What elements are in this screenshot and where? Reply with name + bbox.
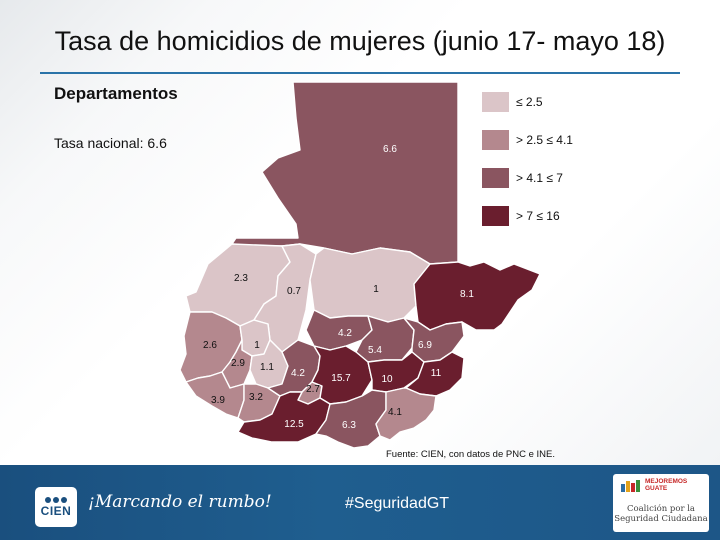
label-baja-verapaz: 4.2 — [338, 328, 352, 339]
footer-bar — [0, 465, 720, 540]
legend-swatch — [481, 167, 510, 189]
label-chiquimula: 11 — [431, 368, 442, 379]
legend-label: > 4.1 ≤ 7 — [516, 171, 563, 185]
footer-hashtag: #SeguridadGT — [345, 495, 450, 512]
label-zacapa: 6.9 — [418, 340, 432, 351]
legend-item: ≤ 2.5 — [481, 91, 543, 113]
department-chiquimula — [405, 351, 465, 397]
label-retalhuleu: 3.9 — [211, 395, 225, 406]
label-guatemala: 15.7 — [331, 373, 351, 384]
legend-item: > 2.5 ≤ 4.1 — [481, 129, 573, 151]
label-san-marcos: 2.6 — [203, 340, 217, 351]
map-subtitle: Departamentos — [54, 84, 178, 103]
department-peten — [231, 81, 459, 265]
cien-logo: CIEN — [35, 487, 77, 527]
legend-label: > 2.5 ≤ 4.1 — [516, 133, 573, 147]
label-quiche: 0.7 — [287, 286, 301, 297]
label-alta-verapaz: 1 — [373, 284, 379, 295]
label-peten: 6.6 — [383, 144, 397, 155]
guatemala-map: 6.6 2.3 0.7 1 8.1 2.6 1 2.9 1.1 3.9 3.2 … — [179, 81, 541, 449]
coalition-brand: MEJOREMOS GUATE — [645, 478, 687, 492]
legend-swatch — [481, 205, 510, 227]
label-jutiapa: 4.1 — [388, 407, 402, 418]
coalition-emblem-icon — [621, 480, 640, 492]
legend-label: ≤ 2.5 — [516, 95, 543, 109]
label-el-progreso: 5.4 — [368, 345, 382, 356]
source-note: Fuente: CIEN, con datos de PNC e INE. — [386, 449, 555, 460]
label-quetzaltenango: 2.9 — [231, 358, 245, 369]
label-chimaltenango: 4.2 — [291, 368, 305, 379]
coalition-brand-line-2: GUATE — [645, 485, 668, 492]
label-totonicapan: 1 — [254, 340, 260, 351]
coalition-name: Coalición por la Seguridad Ciudadana — [613, 504, 709, 524]
legend-item: > 4.1 ≤ 7 — [481, 167, 563, 189]
coalition-name-line-1: Coalición por la — [626, 504, 695, 514]
national-rate: Tasa nacional: 6.6 — [54, 135, 167, 151]
label-huehuetenango: 2.3 — [234, 273, 248, 284]
label-solola: 1.1 — [260, 362, 274, 373]
label-suchitepequez: 3.2 — [249, 392, 263, 403]
label-sacatepequez: 2.7 — [306, 384, 320, 395]
title-underline — [40, 72, 680, 74]
footer-slogan: ¡Marcando el rumbo! — [88, 492, 272, 512]
label-escuintla: 12.5 — [284, 419, 304, 430]
legend-item: > 7 ≤ 16 — [481, 205, 560, 227]
logo-text: CIEN — [40, 504, 72, 518]
department-jutiapa — [375, 387, 437, 441]
label-izabal: 8.1 — [460, 289, 474, 300]
department-izabal — [413, 261, 541, 331]
department-alta-verapaz — [309, 247, 431, 323]
label-jalapa: 10 — [381, 374, 393, 385]
legend-swatch — [481, 129, 510, 151]
slide-title: Tasa de homicidios de mujeres (junio 17-… — [54, 26, 666, 56]
logo-dots-icon — [45, 497, 67, 503]
coalition-brand-line-1: MEJOREMOS — [645, 478, 688, 485]
legend-swatch — [481, 91, 510, 113]
label-santa-rosa: 6.3 — [342, 420, 356, 431]
coalition-name-line-2: Seguridad Ciudadana — [614, 514, 708, 524]
coalition-logo: MEJOREMOS GUATE Coalición por la Segurid… — [613, 474, 709, 532]
legend-label: > 7 ≤ 16 — [516, 209, 560, 223]
